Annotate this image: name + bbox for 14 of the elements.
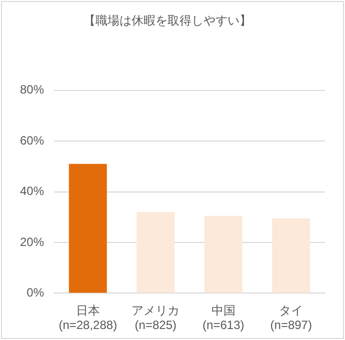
bar <box>272 218 310 293</box>
x-tick-label: タイ (n=897) <box>270 304 312 332</box>
y-tick-label: 60% <box>20 133 44 148</box>
x-tick-label: アメリカ (n=825) <box>132 304 180 332</box>
y-tick-label: 80% <box>20 82 44 97</box>
x-tick-label: 日本 (n=28,288) <box>58 304 118 332</box>
bar <box>68 164 107 293</box>
bar <box>204 216 242 293</box>
chart-title: 【職場は休暇を取得しやすい】 <box>84 13 252 28</box>
y-tick-label: 40% <box>20 184 44 198</box>
bar <box>136 212 175 293</box>
x-tick-label: 中国 (n=613) <box>202 304 244 332</box>
y-tick-label: 20% <box>20 234 44 249</box>
y-tick-label: 0% <box>26 286 44 300</box>
